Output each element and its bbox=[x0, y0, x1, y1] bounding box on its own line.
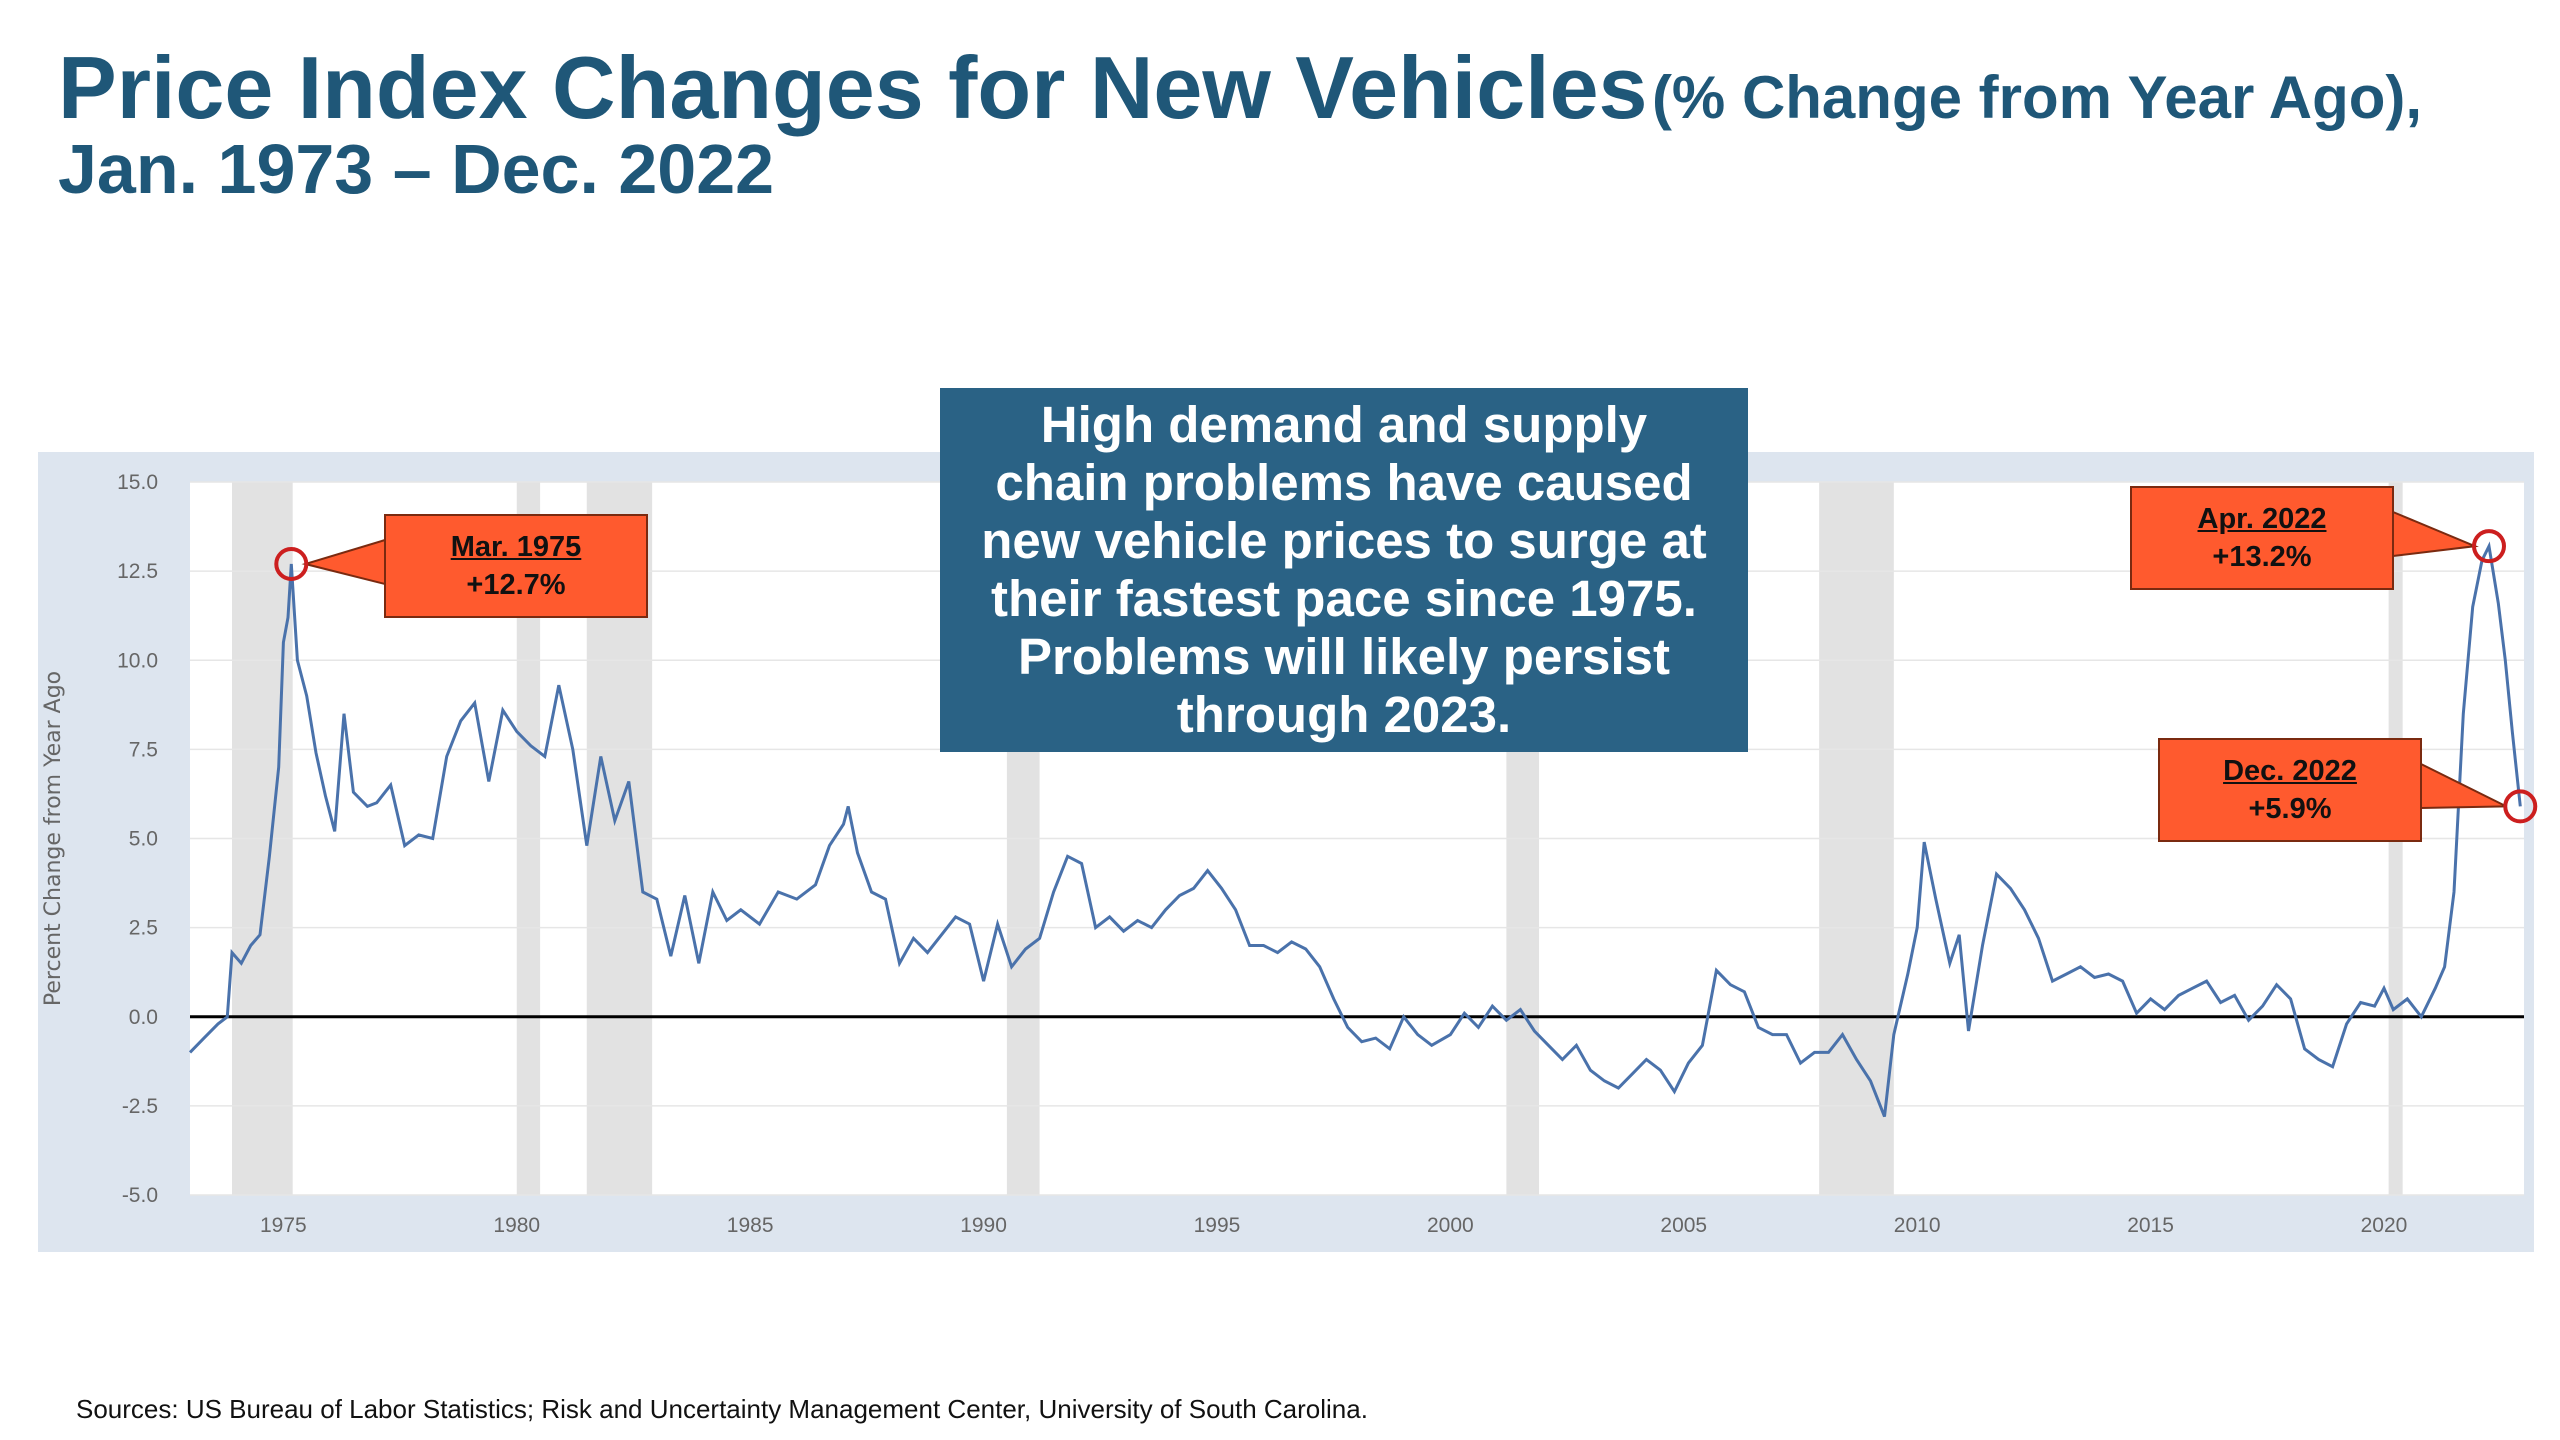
title-paren: (% Change from Year Ago), bbox=[1651, 64, 2423, 131]
y-axis-title: Percent Change from Year Ago bbox=[41, 671, 66, 1006]
series-line bbox=[188, 541, 2522, 1118]
x-tick-label: 2015 bbox=[2127, 1214, 2174, 1237]
y-tick-labels: -5.0 -2.5 0.0 2.5 5.0 7.5 10.0 12.5 15.0 bbox=[117, 471, 158, 1207]
callout-line: chain problems have caused bbox=[995, 454, 1693, 511]
annotation-label-dec-2022: Dec. 2022 +5.9% bbox=[2158, 738, 2422, 842]
annotation-value: +13.2% bbox=[2212, 541, 2312, 573]
y-tick-label: 0.0 bbox=[129, 1006, 158, 1029]
source-note: Sources: US Bureau of Labor Statistics; … bbox=[76, 1394, 1368, 1424]
x-tick-label: 1990 bbox=[960, 1214, 1007, 1237]
y-tick-label: 10.0 bbox=[117, 649, 158, 672]
annotation-label-mar-1975: Mar. 1975 +12.7% bbox=[384, 514, 648, 618]
y-tick-label: 7.5 bbox=[129, 738, 158, 761]
commentary-callout: High demand and supply chain problems ha… bbox=[940, 388, 1748, 752]
y-tick-label: 2.5 bbox=[129, 917, 158, 940]
callout-line: their fastest pace since 1975. bbox=[991, 570, 1697, 627]
y-tick-label: -2.5 bbox=[122, 1095, 158, 1118]
y-tick-label: 5.0 bbox=[129, 828, 158, 851]
x-tick-label: 2020 bbox=[2361, 1214, 2408, 1237]
slide-title: Price Index Changes for New Vehicles (% … bbox=[58, 44, 2498, 208]
y-tick-label: 15.0 bbox=[117, 471, 158, 494]
x-tick-label: 2010 bbox=[1894, 1214, 1941, 1237]
y-tick-label: 12.5 bbox=[117, 560, 158, 583]
annotation-date: Apr. 2022 bbox=[2197, 503, 2327, 535]
x-tick-label: 1975 bbox=[260, 1214, 307, 1237]
x-tick-label: 1980 bbox=[493, 1214, 540, 1237]
y-tick-label: -5.0 bbox=[122, 1184, 158, 1207]
x-tick-label: 1985 bbox=[727, 1214, 774, 1237]
gridlines bbox=[190, 481, 2524, 1196]
callout-text: High demand and supply chain problems ha… bbox=[981, 396, 1707, 744]
callout-line: new vehicle prices to surge at bbox=[981, 512, 1707, 569]
x-tick-label: 1995 bbox=[1194, 1214, 1241, 1237]
x-tick-label: 2000 bbox=[1427, 1214, 1474, 1237]
title-date-range: Jan. 1973 – Dec. 2022 bbox=[58, 130, 775, 208]
annotation-value: +5.9% bbox=[2248, 793, 2332, 825]
annotation-value: +12.7% bbox=[466, 569, 566, 601]
callout-line: through 2023. bbox=[1176, 686, 1512, 743]
annotation-date: Mar. 1975 bbox=[450, 531, 582, 563]
callout-line: Problems will likely persist bbox=[1018, 628, 1670, 685]
x-tick-label: 2005 bbox=[1660, 1214, 1707, 1237]
annotation-date: Dec. 2022 bbox=[2223, 755, 2357, 787]
annotation-label-apr-2022: Apr. 2022 +13.2% bbox=[2130, 486, 2394, 590]
x-tick-labels: 1975 1980 1985 1990 1995 2000 2005 2010 2015 2020 bbox=[260, 1214, 2407, 1237]
title-main: Price Index Changes for New Vehicles bbox=[58, 38, 1648, 137]
callout-line: High demand and supply bbox=[1040, 396, 1648, 453]
